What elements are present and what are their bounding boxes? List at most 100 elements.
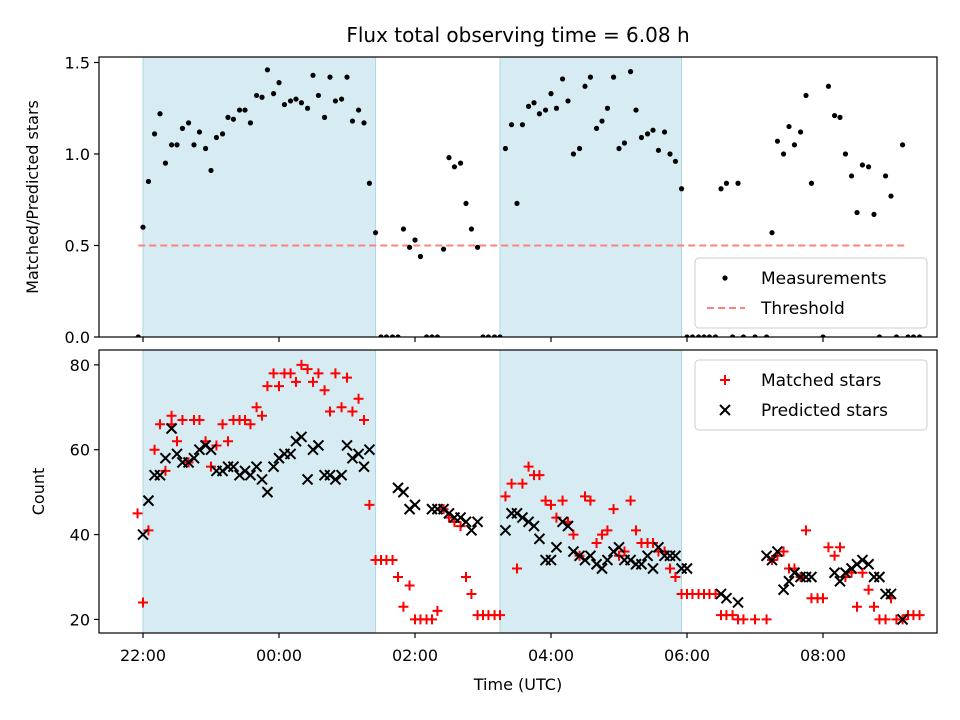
measurements-point-126 xyxy=(865,164,872,170)
predicted-stars-point-65 xyxy=(562,520,574,532)
matched-stars-point-4 xyxy=(155,419,165,430)
matched-stars-point-0 xyxy=(132,508,143,519)
predicted-stars-point-74 xyxy=(613,541,625,554)
predicted-stars-point-66 xyxy=(567,545,580,558)
matched-stars-point-32 xyxy=(308,376,318,387)
measurements-point-128 xyxy=(876,334,883,337)
predicted-stars-point-57 xyxy=(516,511,529,524)
measurements-point-42 xyxy=(372,230,379,236)
observing-interval-1 xyxy=(142,349,377,634)
matched-stars-point-131 xyxy=(880,614,891,625)
predicted-stars-point-79 xyxy=(641,550,654,562)
predicted-stars-point-35 xyxy=(335,469,348,481)
predicted-stars-point-92 xyxy=(771,545,784,558)
measurements-point-38 xyxy=(349,118,356,124)
measurements-point-83 xyxy=(604,105,611,111)
measurements-point-5 xyxy=(162,160,169,166)
matched-stars-point-65 xyxy=(495,610,505,621)
measurements-point-40 xyxy=(361,120,367,126)
predicted-stars-point-9 xyxy=(188,452,200,464)
measurements-point-34 xyxy=(327,74,333,80)
predicted-stars-point-44 xyxy=(409,499,421,511)
legend-handle-measurements xyxy=(722,275,728,281)
measurements-point-73 xyxy=(548,91,554,97)
matched-stars-point-121 xyxy=(823,542,834,553)
y-tick-label: 20 xyxy=(70,610,90,629)
matched-stars-point-48 xyxy=(398,601,409,612)
measurements-point-28 xyxy=(293,96,299,102)
measurements-point-29 xyxy=(298,100,305,106)
measurements-point-113 xyxy=(786,123,792,130)
matched-stars-point-49 xyxy=(404,580,415,591)
measurements-point-56 xyxy=(451,164,458,170)
predicted-stars-point-22 xyxy=(261,486,274,498)
predicted-stars-point-29 xyxy=(301,473,314,486)
matched-stars-point-60 xyxy=(466,588,477,599)
predicted-stars-point-81 xyxy=(652,541,665,554)
measurements-point-120 xyxy=(831,112,838,119)
predicted-stars-point-91 xyxy=(766,554,778,566)
measurements-point-106 xyxy=(735,180,741,186)
predicted-stars-point-28 xyxy=(295,431,308,443)
matched-stars-point-95 xyxy=(665,563,675,574)
matched-stars-point-1 xyxy=(138,597,148,608)
matched-stars-point-76 xyxy=(557,495,568,506)
matched-stars-point-129 xyxy=(869,601,879,612)
measurements-point-0 xyxy=(135,334,141,337)
predicted-stars-point-31 xyxy=(312,439,325,452)
predicted-stars-point-52 xyxy=(465,524,478,537)
matched-stars-point-137 xyxy=(914,610,925,621)
measurements-point-110 xyxy=(769,230,775,236)
measurements-point-129 xyxy=(882,173,889,179)
measurements-point-105 xyxy=(729,334,736,337)
matched-stars-point-66 xyxy=(500,491,511,502)
matched-stars-point-31 xyxy=(302,364,313,375)
measurements-point-50 xyxy=(417,253,424,260)
matched-stars-point-12 xyxy=(194,415,205,426)
measurements-point-67 xyxy=(514,200,520,207)
measurements-point-36 xyxy=(338,96,345,102)
measurements-point-75 xyxy=(559,76,566,82)
measurements-point-52 xyxy=(429,334,435,337)
measurements-point-130 xyxy=(888,193,894,199)
predicted-stars-point-89 xyxy=(732,596,744,609)
y-tick-label: 0.0 xyxy=(65,328,90,347)
predicted-stars-point-72 xyxy=(601,554,614,566)
measurements-point-48 xyxy=(406,244,413,250)
measurements-point-119 xyxy=(825,83,832,89)
matched-stars-point-75 xyxy=(551,512,562,523)
matched-stars-point-33 xyxy=(313,368,324,379)
measurements-point-99 xyxy=(695,334,702,337)
x-axis-label: Time (UTC) xyxy=(473,675,562,694)
measurements-point-78 xyxy=(576,145,583,152)
matched-stars-point-47 xyxy=(393,571,403,582)
matched-stars-point-9 xyxy=(177,415,188,426)
measurements-point-72 xyxy=(542,107,549,113)
axes-frame-1 xyxy=(98,349,938,634)
matched-stars-point-17 xyxy=(223,436,233,447)
predicted-stars-point-40 xyxy=(363,444,376,456)
measurements-point-27 xyxy=(287,98,294,104)
measurements-point-93 xyxy=(661,129,668,135)
matched-stars-point-89 xyxy=(631,525,641,536)
measurements-point-68 xyxy=(519,122,526,128)
measurements-point-111 xyxy=(774,138,781,144)
measurements-point-89 xyxy=(638,134,645,141)
observing-interval-1 xyxy=(142,56,377,338)
measurements-point-116 xyxy=(803,92,809,99)
predicted-stars-point-10 xyxy=(193,444,206,456)
matched-stars-point-108 xyxy=(738,614,749,625)
matched-stars-point-106 xyxy=(727,610,738,621)
measurements-point-51 xyxy=(423,334,430,337)
measurements-point-35 xyxy=(332,98,339,104)
measurements-point-92 xyxy=(655,147,662,153)
predicted-stars-point-80 xyxy=(647,562,659,575)
predicted-stars-point-34 xyxy=(329,473,342,486)
measurements-point-2 xyxy=(145,178,152,185)
measurements-point-95 xyxy=(672,158,679,164)
matched-stars-point-22 xyxy=(251,402,262,413)
y-axis-label: Count xyxy=(29,468,48,516)
measurements-point-16 xyxy=(225,114,231,120)
predicted-stars-point-54 xyxy=(499,524,512,537)
measurements-point-23 xyxy=(264,67,271,73)
